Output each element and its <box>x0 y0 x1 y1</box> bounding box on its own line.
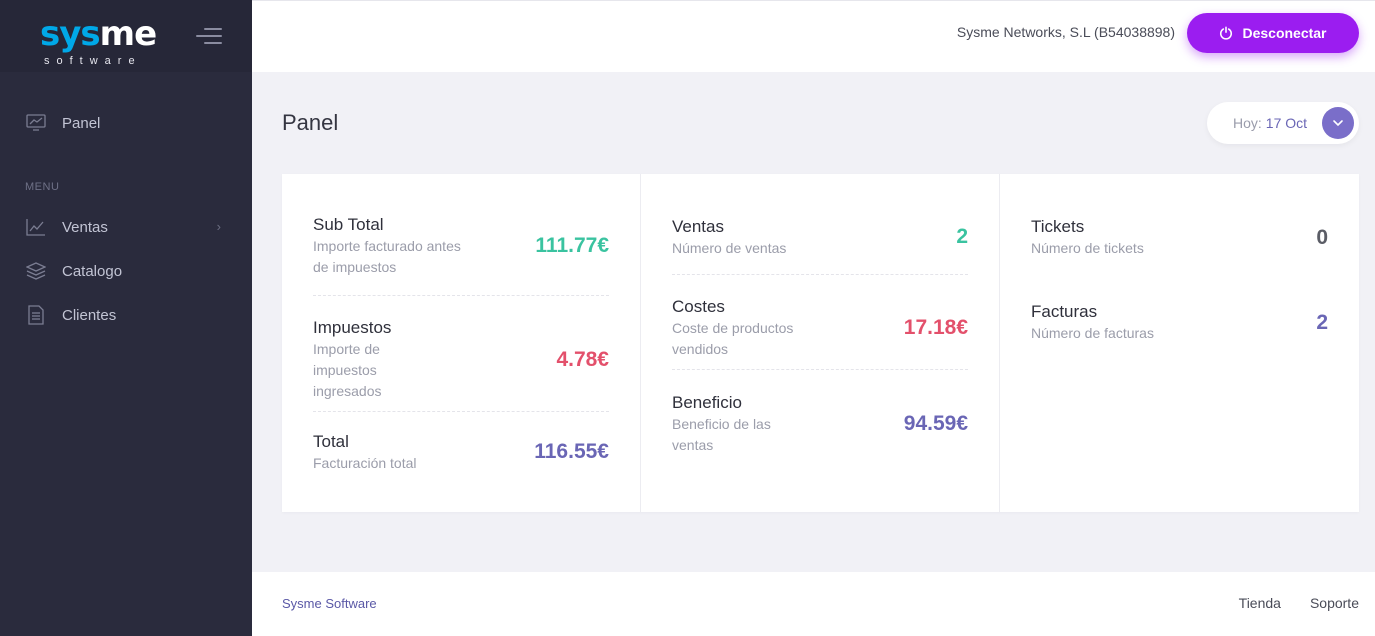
stat-value: 0 <box>1316 225 1328 249</box>
footer-link-soporte[interactable]: Soporte <box>1309 595 1359 611</box>
stats-column-sales: Ventas Número de ventas 2 Costes Coste de … <box>641 174 1000 512</box>
stat-costes: Costes Coste de productos vendidos 17.18€ <box>672 275 968 370</box>
layers-icon <box>25 261 47 281</box>
monitor-chart-icon <box>25 113 47 133</box>
stats-card: Sub Total Importe facturado antes de impu… <box>282 174 1359 512</box>
sidebar-item-label: Clientes <box>62 306 117 324</box>
stat-value: 4.78€ <box>556 347 609 371</box>
stat-total: Total Facturación total 116.55€ <box>313 431 609 471</box>
sidebar: sysme software Panel MENU Ventas › <box>0 0 252 636</box>
sidebar-item-panel[interactable]: Panel <box>25 113 225 133</box>
date-value: 17 Oct <box>1265 115 1308 131</box>
chart-line-icon <box>25 217 47 237</box>
stat-value: 94.59€ <box>903 411 968 435</box>
logout-button[interactable]: Desconectar <box>1187 13 1359 53</box>
stat-tickets: Tickets Número de tickets 0 <box>1031 217 1328 256</box>
sidebar-item-label: Ventas <box>62 218 108 236</box>
brand-area: sysme software <box>0 0 252 72</box>
stat-value: 2 <box>1316 310 1328 334</box>
footer-link-tienda[interactable]: Tienda <box>1238 595 1281 611</box>
stat-impuestos: Impuestos Importe de impuestos ingresados… <box>313 296 609 412</box>
document-icon <box>25 305 47 325</box>
date-picker[interactable]: Hoy: 17 Oct <box>1207 102 1359 144</box>
menu-heading: MENU <box>25 181 60 193</box>
stat-ventas: Ventas Número de ventas 2 <box>672 214 968 275</box>
sidebar-item-clientes[interactable]: Clientes <box>25 305 225 325</box>
page-title: Panel <box>282 110 339 135</box>
sidebar-item-ventas[interactable]: Ventas › <box>25 217 225 237</box>
stats-column-billing: Sub Total Importe facturado antes de impu… <box>282 174 641 512</box>
top-header: Sysme Networks, S.L (B54038898) Desconec… <box>252 0 1375 72</box>
stat-subtotal: Sub Total Importe facturado antes de impu… <box>313 214 609 296</box>
footer-brand-link[interactable]: Sysme Software <box>282 596 377 611</box>
logout-label: Desconectar <box>1242 25 1327 41</box>
stats-column-documents: Tickets Número de tickets 0 Facturas Númer… <box>1000 174 1359 512</box>
footer: Sysme Software Tienda Soporte <box>252 572 1375 636</box>
power-icon <box>1220 26 1233 40</box>
company-name: Sysme Networks, S.L (B54038898) <box>956 24 1175 40</box>
logo-subtitle: software <box>44 55 142 67</box>
date-label: Hoy: <box>1233 115 1262 131</box>
stat-beneficio: Beneficio Beneficio de las ventas 94.59€ <box>672 392 968 453</box>
logo[interactable]: sysme software <box>40 11 170 67</box>
stat-value: 116.55€ <box>534 440 609 463</box>
sidebar-item-catalogo[interactable]: Catalogo <box>25 261 225 281</box>
chevron-right-icon: › <box>216 219 221 234</box>
menu-toggle-icon[interactable] <box>196 28 222 46</box>
sidebar-item-label: Panel <box>62 114 101 132</box>
stat-value: 111.77€ <box>535 233 609 257</box>
logo-wordmark: sysme <box>40 14 157 54</box>
footer-links: Tienda Soporte <box>1239 595 1359 611</box>
stat-value: 17.18€ <box>903 316 968 339</box>
chevron-down-icon[interactable] <box>1322 107 1354 139</box>
stat-value: 2 <box>956 225 968 248</box>
stat-facturas: Facturas Número de facturas 2 <box>1031 302 1328 341</box>
sidebar-item-label: Catalogo <box>62 262 123 280</box>
